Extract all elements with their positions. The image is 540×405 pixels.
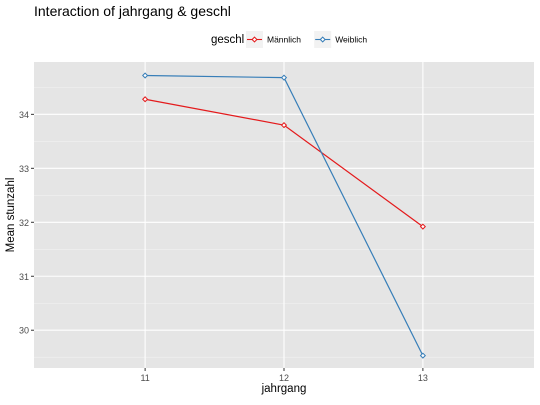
- legend-title: geschl: [211, 34, 244, 46]
- series-m-nnlich: [142, 96, 426, 230]
- gridlines: [34, 62, 534, 368]
- x-tick-label: 13: [418, 373, 428, 383]
- y-tick-label: 30: [19, 326, 29, 336]
- chart-title: Interaction of jahrgang & geschl: [34, 3, 231, 19]
- y-axis: 30 31 32 33 34: [19, 110, 34, 336]
- legend-items: Männlich Weiblich: [246, 31, 367, 48]
- legend: geschl Männlich Weiblich: [211, 31, 367, 48]
- legend-key-point: [319, 36, 326, 43]
- data-point: [142, 72, 149, 79]
- legend-item: Männlich: [246, 31, 301, 48]
- y-tick-label: 34: [19, 110, 29, 120]
- legend-label: Weiblich: [335, 35, 367, 45]
- y-axis-label: Mean stunzahl: [5, 178, 17, 253]
- x-axis-label: jahrgang: [261, 383, 307, 395]
- x-tick-label: 11: [140, 373, 149, 383]
- y-tick-label: 32: [19, 218, 29, 228]
- data-point: [142, 96, 149, 103]
- series-weiblich: [142, 72, 426, 359]
- x-tick-label: 12: [279, 373, 289, 383]
- data-point: [419, 223, 426, 230]
- legend-label: Männlich: [267, 35, 301, 45]
- data-point: [280, 74, 288, 81]
- data-point: [419, 352, 426, 359]
- y-tick-label: 31: [19, 272, 29, 282]
- legend-key-point: [251, 36, 258, 43]
- y-tick-label: 33: [19, 164, 29, 174]
- data-point: [280, 122, 288, 129]
- x-axis: 11 12 13: [140, 368, 428, 383]
- series-layer: [142, 72, 426, 359]
- legend-item: Weiblich: [314, 31, 367, 48]
